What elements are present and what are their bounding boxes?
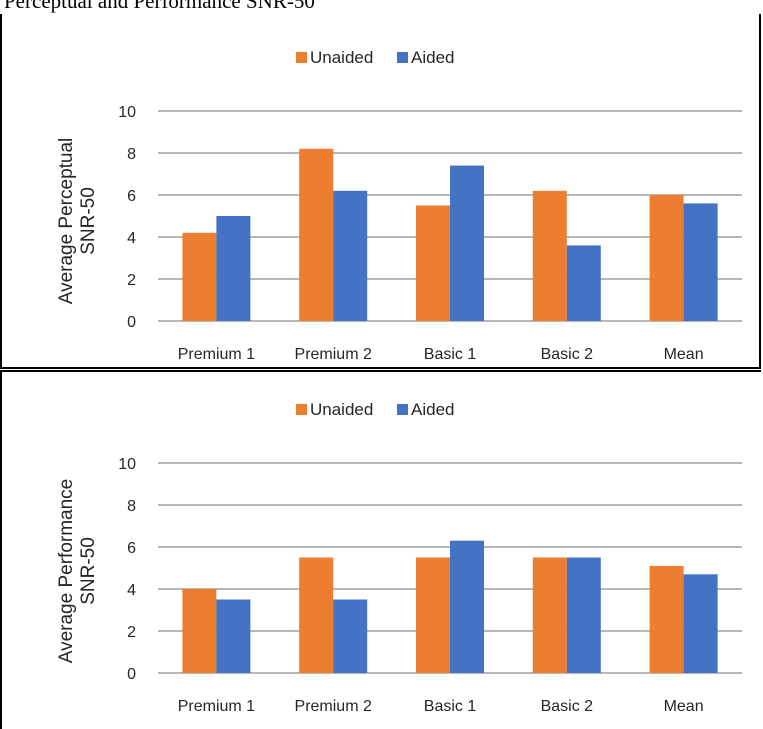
legend-label-aided: Aided <box>411 400 454 419</box>
y-tick-label: 10 <box>118 456 136 473</box>
bar-aided-premium-2 <box>333 190 368 321</box>
y-tick-label: 6 <box>127 540 136 557</box>
y-axis-label: Average Performance <box>56 479 77 663</box>
y-tick-label: 8 <box>127 498 136 515</box>
legend-swatch-aided <box>397 404 408 415</box>
bar-unaided-mean <box>649 195 684 321</box>
legend-label-unaided: Unaided <box>310 48 373 67</box>
bottom-chart-frame <box>0 370 761 729</box>
x-tick-label: Premium 2 <box>295 346 372 363</box>
y-tick-label: 6 <box>127 188 136 205</box>
x-tick-label: Basic 2 <box>541 698 594 715</box>
legend-label-aided: Aided <box>411 48 454 67</box>
x-tick-label: Basic 1 <box>424 698 477 715</box>
legend-swatch-unaided <box>296 404 307 415</box>
x-tick-label: Basic 1 <box>424 346 477 363</box>
bar-unaided-premium-1 <box>182 589 217 673</box>
y-tick-label: 10 <box>118 104 136 121</box>
figure-caption: Perceptual and Performance SNR-50 <box>4 0 315 13</box>
bar-unaided-basic-2 <box>532 190 567 321</box>
x-tick-label: Premium 1 <box>178 698 255 715</box>
legend-label-unaided: Unaided <box>310 400 373 419</box>
legend-swatch-unaided <box>296 52 307 63</box>
x-tick-label: Premium 2 <box>295 698 372 715</box>
bar-aided-basic-1 <box>450 540 484 673</box>
bar-unaided-mean <box>649 565 684 673</box>
legend-swatch-aided <box>397 52 408 63</box>
y-tick-label: 4 <box>127 230 136 247</box>
bar-aided-mean <box>683 574 718 673</box>
top-chart-frame <box>0 14 761 369</box>
y-tick-label: 2 <box>127 272 136 289</box>
bar-unaided-premium-1 <box>182 232 217 321</box>
bar-unaided-premium-2 <box>299 557 334 673</box>
bar-unaided-basic-1 <box>416 205 450 321</box>
bar-aided-premium-2 <box>333 599 368 673</box>
y-tick-label: 0 <box>127 666 136 683</box>
y-axis-label: SNR-50 <box>78 187 99 255</box>
bar-aided-premium-1 <box>216 216 251 321</box>
y-axis-label: SNR-50 <box>78 537 99 605</box>
y-tick-label: 0 <box>127 314 136 331</box>
x-tick-label: Mean <box>664 698 704 715</box>
bar-aided-premium-1 <box>216 599 251 673</box>
bar-aided-basic-2 <box>566 557 601 673</box>
bar-aided-mean <box>683 203 718 321</box>
performance-snr-chart: 0 2 4 6 8 10 Premium 1 Premium 2 Basic 1 Basic 2 M… <box>56 400 742 715</box>
bar-aided-basic-2 <box>566 245 601 321</box>
x-tick-label: Premium 1 <box>178 346 255 363</box>
y-tick-label: 4 <box>127 582 136 599</box>
bar-unaided-basic-2 <box>532 557 567 673</box>
y-tick-label: 8 <box>127 146 136 163</box>
y-tick-label: 2 <box>127 624 136 641</box>
perceptual-snr-chart: 0 2 4 6 8 10 Premium 1 Premium 2 Basic 1 Basic 2 M… <box>56 48 742 363</box>
bar-aided-basic-1 <box>450 165 484 321</box>
y-axis-label: Average Perceptual <box>56 138 77 305</box>
x-tick-label: Mean <box>664 346 704 363</box>
bar-unaided-premium-2 <box>299 148 334 321</box>
x-tick-label: Basic 2 <box>541 346 594 363</box>
bar-unaided-basic-1 <box>416 557 450 673</box>
